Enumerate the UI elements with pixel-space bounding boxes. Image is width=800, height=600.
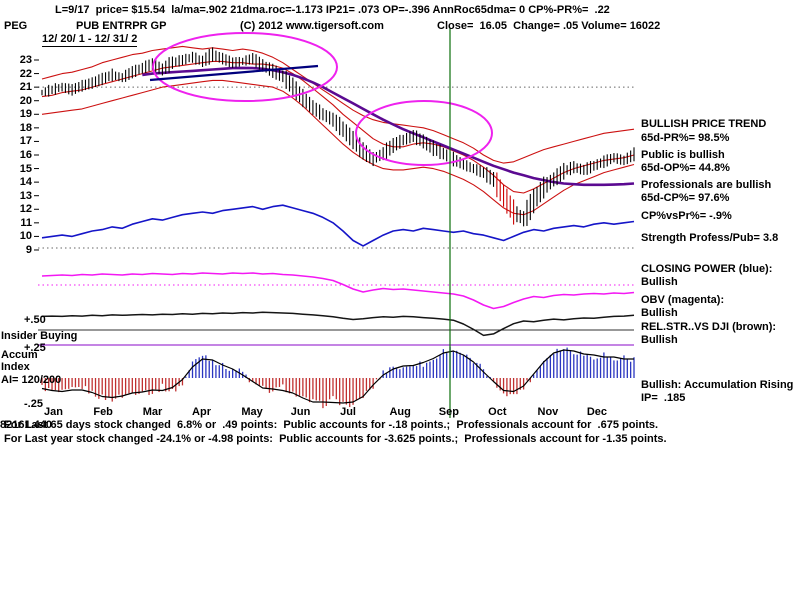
analysis-line: Strength Profess/Pub= 3.8 xyxy=(641,232,779,244)
analysis-line: CP%vsPr%= -.9% xyxy=(641,210,732,222)
analysis-line: 65d-OP%= 44.8% xyxy=(641,162,730,174)
analysis-line: Bullish: Accumulation Rising xyxy=(641,379,794,391)
accum-scale-minus-label: -.25 xyxy=(24,398,43,410)
price-tick-label: 12 xyxy=(19,203,32,216)
price-tick-label: 11 xyxy=(20,216,32,229)
month-label: Dec xyxy=(586,406,608,418)
month-label: Mar xyxy=(142,406,163,418)
month-label: May xyxy=(241,406,263,418)
price-tick-label: 18 xyxy=(19,121,32,134)
index-label: Index xyxy=(1,361,30,373)
footer-year-summary: For Last year stock changed -24.1% or -4… xyxy=(4,433,667,445)
analysis-line: BULLISH PRICE TREND xyxy=(641,118,767,130)
accum-label: Accum xyxy=(1,349,38,361)
indicator-readout-line: L=9/17 price= $15.54 la/ma=.902 21dma.ro… xyxy=(55,4,610,16)
analysis-line: Public is bullish xyxy=(641,149,725,161)
month-axis: Jan Feb Mar Apr May Jun Jul Aug Sep Oct Nov Dec xyxy=(0,406,800,420)
analysis-line: OBV (magenta): xyxy=(641,294,725,306)
month-label: Sep xyxy=(438,406,459,418)
price-tick-label: 9 xyxy=(25,243,32,256)
footer-overlay-number: 82161.440 xyxy=(0,419,52,431)
month-label: Jun xyxy=(290,406,311,418)
month-label: Nov xyxy=(537,406,559,418)
price-tick-label: 21 xyxy=(19,81,32,94)
footer-65day-summary: For Last 65 days stock changed 6.8% or .… xyxy=(4,419,659,431)
stock-chart-canvas xyxy=(34,28,635,418)
date-range: 12/ 20/ 1 - 12/ 31/ 2 xyxy=(42,33,138,47)
ai-value-label: AI= 120/200 xyxy=(1,374,62,386)
company-name: PUB ENTRPR GP xyxy=(76,20,167,32)
analysis-line: Professionals are bullish xyxy=(641,179,772,191)
relstr-scale-label: +.50 xyxy=(24,314,46,326)
price-tick-label: 14 xyxy=(19,176,32,189)
month-label: Aug xyxy=(389,406,411,418)
analysis-panel: BULLISH PRICE TREND 65d-PR%= 98.5% Public … xyxy=(641,0,800,460)
price-tick-label: 23 xyxy=(19,54,32,66)
analysis-line: IP= .185 xyxy=(641,392,686,404)
price-tick-label: 17 xyxy=(19,135,32,148)
price-tick-label: 20 xyxy=(19,94,32,107)
analysis-line: Bullish xyxy=(641,276,678,288)
analysis-line: CLOSING POWER (blue): xyxy=(641,263,773,275)
price-tick-label: 10 xyxy=(19,230,32,243)
price-tick-label: 15 xyxy=(19,162,32,175)
price-tick-label: 16 xyxy=(19,148,32,161)
quote-readout: Close= 16.05 Change= .05 Volume= 16022 xyxy=(437,20,661,32)
price-tick-label: 19 xyxy=(19,108,32,121)
month-label: Apr xyxy=(192,406,211,418)
insider-buying-label: Insider Buying xyxy=(1,330,78,342)
analysis-line: 65d-CP%= 97.6% xyxy=(641,192,730,204)
month-label: Feb xyxy=(93,406,113,418)
copyright-text: (C) 2012 www.tigersoft.com xyxy=(240,20,384,32)
analysis-line: Bullish xyxy=(641,334,678,346)
analysis-line: REL.STR..VS DJI (brown): xyxy=(641,321,777,333)
price-tick-label: 22 xyxy=(19,67,32,80)
month-label: Jul xyxy=(340,406,356,418)
price-tick-label: 13 xyxy=(19,189,32,202)
analysis-line: 65d-PR%= 98.5% xyxy=(641,132,730,144)
analysis-line: Bullish xyxy=(641,307,678,319)
accum-scale-plus-label: +.25 xyxy=(24,342,46,354)
ticker-symbol: PEG xyxy=(4,20,28,32)
month-label: Jan xyxy=(44,406,63,418)
month-label: Oct xyxy=(488,406,507,418)
price-axis: 23 22 21 20 19 18 17 16 15 14 13 12 11 10 9 xyxy=(10,0,32,460)
